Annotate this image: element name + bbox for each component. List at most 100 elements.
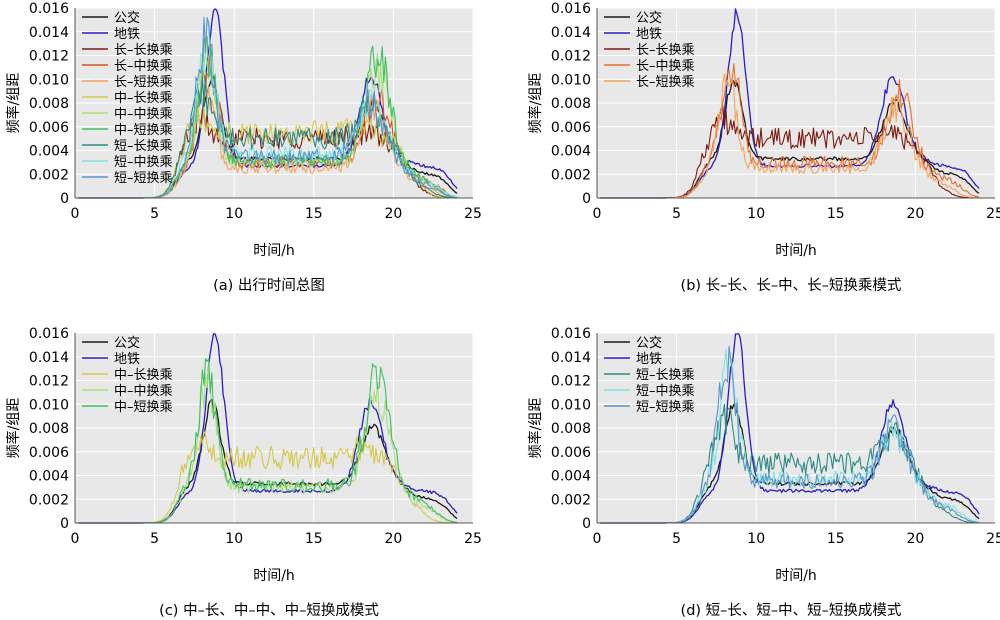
x-tick-label: 25	[986, 206, 1000, 222]
x-tick-label: 15	[827, 206, 845, 222]
y-tick-label: 0.012	[29, 374, 69, 390]
legend-label: 地铁	[114, 27, 140, 42]
legend-label: 长–长换乘	[636, 43, 695, 58]
y-tick-label: 0.016	[551, 1, 591, 17]
y-tick-label: 0.008	[29, 96, 69, 112]
legend-label: 中–中换乘	[114, 107, 173, 122]
y-tick-label: 0.016	[29, 326, 69, 342]
y-tick-label: 0.010	[29, 72, 69, 88]
legend-label: 长–中换乘	[636, 59, 695, 74]
x-tick-label: 25	[464, 531, 482, 547]
y-tick-label: 0.006	[29, 120, 69, 136]
legend-label: 中–中换乘	[114, 384, 173, 399]
x-tick-label: 15	[305, 531, 323, 547]
x-axis-label: 时间/h	[253, 243, 295, 259]
y-tick-label: 0	[60, 191, 69, 207]
legend-label: 中–短换乘	[114, 123, 173, 138]
y-tick-label: 0	[582, 191, 591, 207]
legend-label: 短–短换乘	[114, 171, 173, 186]
y-tick-label: 0.002	[29, 492, 69, 508]
y-tick-label: 0.002	[551, 492, 591, 508]
legend-label: 公交	[114, 335, 140, 351]
legend-label: 公交	[114, 10, 140, 26]
y-tick-label: 0.004	[29, 144, 69, 160]
y-tick-label: 0.016	[551, 326, 591, 342]
y-tick-label: 0.016	[29, 1, 69, 17]
x-tick-label: 10	[747, 206, 765, 222]
y-tick-label: 0.014	[551, 25, 591, 41]
y-axis-label: 频率/组距	[5, 73, 22, 134]
x-tick-label: 10	[225, 531, 243, 547]
y-tick-label: 0.004	[29, 469, 69, 485]
x-tick-label: 20	[384, 206, 402, 222]
panel-caption: (a) 出行时间总图	[213, 277, 325, 294]
y-tick-label: 0.006	[29, 445, 69, 461]
y-tick-label: 0.010	[29, 397, 69, 413]
y-tick-label: 0.002	[551, 167, 591, 183]
x-tick-label: 0	[593, 531, 602, 547]
legend-label: 长–中换乘	[114, 59, 173, 74]
chart-panel-b: 0 0.002 0.004 0.006 0.008 0.010 0.012 0.014 0.01…	[527, 1, 1000, 294]
y-tick-label: 0.002	[29, 167, 69, 183]
legend-label: 公交	[636, 10, 662, 26]
y-tick-label: 0.010	[551, 72, 591, 88]
x-tick-label: 20	[384, 531, 402, 547]
panel-caption: (b) 长–长、长–中、长–短换乘模式	[681, 277, 902, 294]
y-tick-label: 0.012	[551, 49, 591, 65]
legend-label: 地铁	[114, 352, 140, 367]
y-tick-label: 0.004	[551, 144, 591, 160]
legend-label: 公交	[636, 335, 662, 351]
legend-label: 短–长换乘	[114, 139, 173, 154]
x-tick-label: 20	[906, 531, 924, 547]
legend-label: 中–长换乘	[114, 91, 173, 106]
x-axis-label: 时间/h	[775, 568, 817, 584]
legend-label: 长–短换乘	[636, 75, 695, 90]
legend: 公交地铁长–长换乘长–中换乘长–短换乘中–长换乘中–中换乘中–短换乘短–长换乘短…	[82, 10, 173, 186]
y-tick-label: 0.008	[29, 421, 69, 437]
y-tick-label: 0.014	[29, 25, 69, 41]
x-tick-label: 10	[747, 531, 765, 547]
x-tick-label: 5	[150, 206, 159, 222]
x-tick-label: 0	[593, 206, 602, 222]
x-tick-label: 5	[672, 531, 681, 547]
chart-panel-d: 0 0.002 0.004 0.006 0.008 0.010 0.012 0.014 0.01…	[527, 326, 1000, 619]
x-axis-label: 时间/h	[775, 243, 817, 259]
y-tick-label: 0.012	[29, 49, 69, 65]
y-axis-label: 频率/组距	[5, 398, 22, 459]
panel-caption: (d) 短–长、短–中、短–短换成模式	[681, 602, 902, 619]
y-tick-label: 0.008	[551, 96, 591, 112]
legend-label: 中–短换乘	[114, 400, 173, 415]
y-tick-label: 0	[582, 516, 591, 532]
legend-label: 短–长换乘	[636, 368, 695, 383]
x-tick-label: 25	[464, 206, 482, 222]
legend-label: 地铁	[636, 352, 662, 367]
y-tick-label: 0	[60, 516, 69, 532]
y-tick-label: 0.014	[551, 350, 591, 366]
legend-label: 地铁	[636, 27, 662, 42]
x-tick-label: 10	[225, 206, 243, 222]
x-tick-label: 5	[150, 531, 159, 547]
x-tick-label: 0	[71, 531, 80, 547]
legend-label: 长–短换乘	[114, 75, 173, 90]
legend-label: 短–中换乘	[636, 384, 695, 399]
chart-panel-a: 0 0.002 0.004 0.006 0.008 0.010 0.012 0.014 0.01…	[5, 1, 482, 294]
y-axis-label: 频率/组距	[527, 73, 544, 134]
legend-label: 中–长换乘	[114, 368, 173, 383]
y-tick-label: 0.012	[551, 374, 591, 390]
panel-caption: (c) 中–长、中–中、中–短换成模式	[159, 602, 379, 619]
x-tick-label: 20	[906, 206, 924, 222]
chart-panel-c: 0 0.002 0.004 0.006 0.008 0.010 0.012 0.014 0.01…	[5, 326, 482, 619]
legend-label: 短–短换乘	[636, 400, 695, 415]
y-tick-label: 0.006	[551, 445, 591, 461]
y-tick-label: 0.008	[551, 421, 591, 437]
x-axis-label: 时间/h	[253, 568, 295, 584]
y-tick-label: 0.004	[551, 469, 591, 485]
x-tick-label: 5	[672, 206, 681, 222]
y-tick-label: 0.014	[29, 350, 69, 366]
legend-label: 短–中换乘	[114, 155, 173, 170]
y-tick-label: 0.010	[551, 397, 591, 413]
